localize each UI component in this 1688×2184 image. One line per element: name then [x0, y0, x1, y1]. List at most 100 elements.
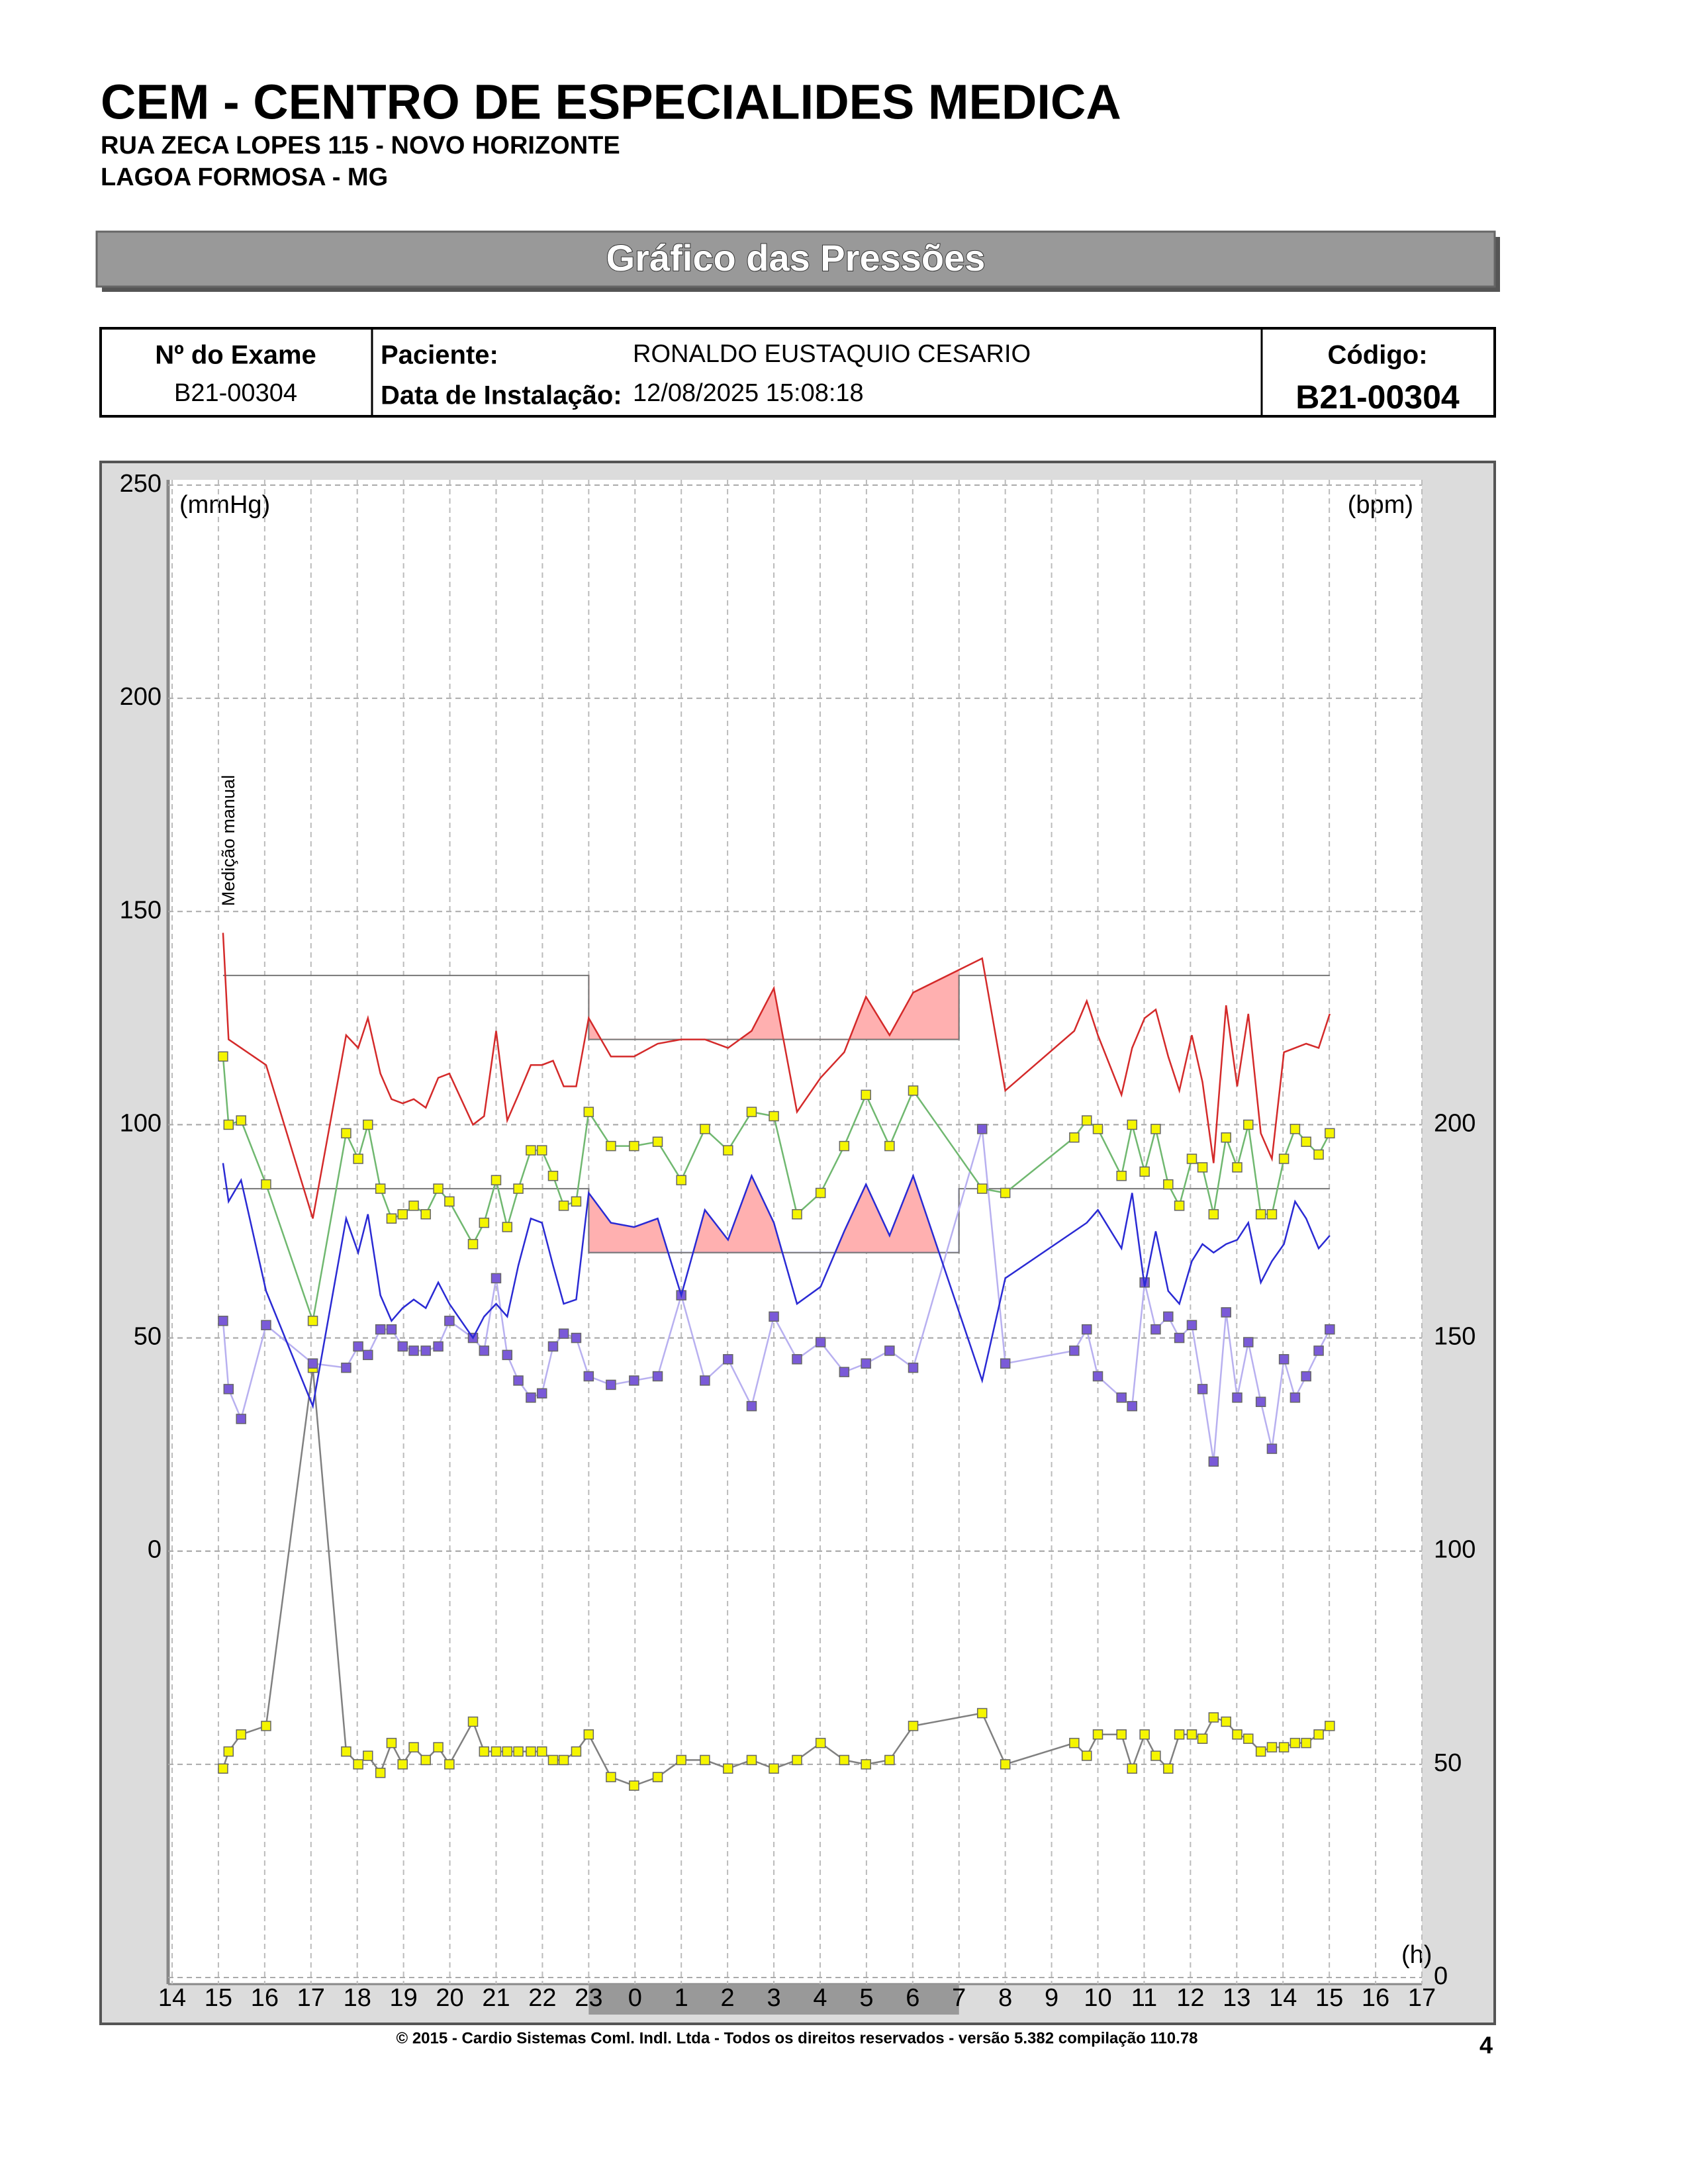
data-point [1197, 1162, 1208, 1173]
data-point [1266, 1443, 1278, 1454]
data-point [375, 1183, 386, 1194]
data-point [1208, 1712, 1219, 1723]
y-tick-label: 200 [120, 683, 162, 711]
data-point [700, 1754, 710, 1766]
series-line [222, 1163, 1331, 1410]
data-point [479, 1345, 490, 1356]
y-tick-label: 0 [148, 1536, 162, 1564]
x-tick-label: 3 [767, 1984, 780, 2012]
data-point [353, 1759, 363, 1770]
data-point [908, 1362, 919, 1373]
data-point [420, 1208, 431, 1220]
data-point [218, 1316, 228, 1326]
data-point [1301, 1737, 1311, 1749]
data-point [769, 1763, 779, 1774]
data-point [1208, 1208, 1219, 1220]
data-point [746, 1754, 757, 1766]
data-point [571, 1196, 582, 1207]
data-point [1325, 1721, 1335, 1731]
data-point [1116, 1392, 1127, 1403]
x-tick-label: 6 [906, 1984, 919, 2012]
data-point [976, 1183, 988, 1194]
data-point [1197, 1733, 1208, 1744]
data-point [558, 1201, 569, 1211]
data-point [1325, 1128, 1335, 1139]
data-point [1127, 1763, 1138, 1774]
data-point [700, 1375, 710, 1386]
data-point [1081, 1324, 1092, 1335]
exam-number: B21-00304 [174, 379, 297, 407]
y-tick-label: 50 [134, 1323, 162, 1351]
data-point [261, 1721, 271, 1731]
data-point [386, 1324, 397, 1335]
data-point [1301, 1136, 1311, 1147]
data-point [261, 1179, 271, 1190]
data-point [1116, 1170, 1127, 1181]
data-point [1127, 1400, 1138, 1412]
y2-axis-label: (bpm) [1348, 491, 1413, 519]
x-tick-label: 19 [389, 1984, 417, 2012]
data-point [1313, 1345, 1324, 1356]
data-point [1266, 1742, 1278, 1752]
data-point [1278, 1354, 1289, 1365]
data-point [386, 1213, 397, 1224]
data-point [606, 1379, 616, 1390]
y-tick-label: 250 [120, 470, 162, 498]
patient-label: Paciente: [381, 341, 498, 370]
data-point [1000, 1358, 1011, 1369]
data-point [1289, 1737, 1301, 1749]
address: RUA ZECA LOPES 115 - NOVO HORIZONTE [101, 132, 620, 159]
data-point [444, 1316, 455, 1326]
data-point [363, 1349, 373, 1361]
data-point [433, 1341, 444, 1352]
data-point [444, 1196, 455, 1207]
data-point [223, 1119, 234, 1130]
data-point [1255, 1208, 1266, 1220]
data-point [606, 1140, 616, 1152]
x-tick-label: 18 [344, 1984, 371, 2012]
data-point [479, 1217, 490, 1228]
data-point [491, 1273, 502, 1284]
data-point [908, 1085, 919, 1096]
install-label: Data de Instalação: [381, 381, 622, 410]
data-point [1243, 1733, 1254, 1744]
data-point [629, 1780, 639, 1791]
data-point [236, 1115, 246, 1126]
data-point [558, 1754, 569, 1766]
data-point [1150, 1124, 1161, 1134]
data-point [479, 1746, 490, 1757]
data-point [861, 1759, 871, 1770]
data-point [307, 1316, 318, 1326]
data-point [1186, 1154, 1197, 1164]
data-point [502, 1746, 513, 1757]
data-point [307, 1358, 318, 1369]
x-tick-label: 20 [436, 1984, 463, 2012]
data-point [583, 1729, 594, 1740]
data-point [723, 1763, 733, 1774]
data-point [408, 1201, 419, 1211]
series-line [222, 1367, 1331, 1787]
data-point [792, 1208, 802, 1220]
data-point [420, 1345, 431, 1356]
data-point [375, 1324, 386, 1335]
data-point [1266, 1208, 1278, 1220]
data-point [536, 1145, 547, 1156]
data-point [839, 1367, 850, 1377]
data-point [884, 1140, 895, 1152]
data-point [467, 1239, 479, 1250]
data-point [1163, 1179, 1174, 1190]
data-point [746, 1107, 757, 1117]
data-point [236, 1414, 246, 1424]
data-point [1069, 1132, 1080, 1143]
sleep-band [588, 1984, 959, 2015]
data-point [1208, 1456, 1219, 1467]
x-tick-label: 5 [859, 1984, 873, 2012]
limit-line [222, 1188, 1330, 1253]
data-point [1150, 1751, 1161, 1761]
data-point [1313, 1729, 1324, 1740]
data-point [1139, 1729, 1150, 1740]
data-point [341, 1362, 352, 1373]
data-point [408, 1345, 419, 1356]
data-point [502, 1349, 513, 1361]
